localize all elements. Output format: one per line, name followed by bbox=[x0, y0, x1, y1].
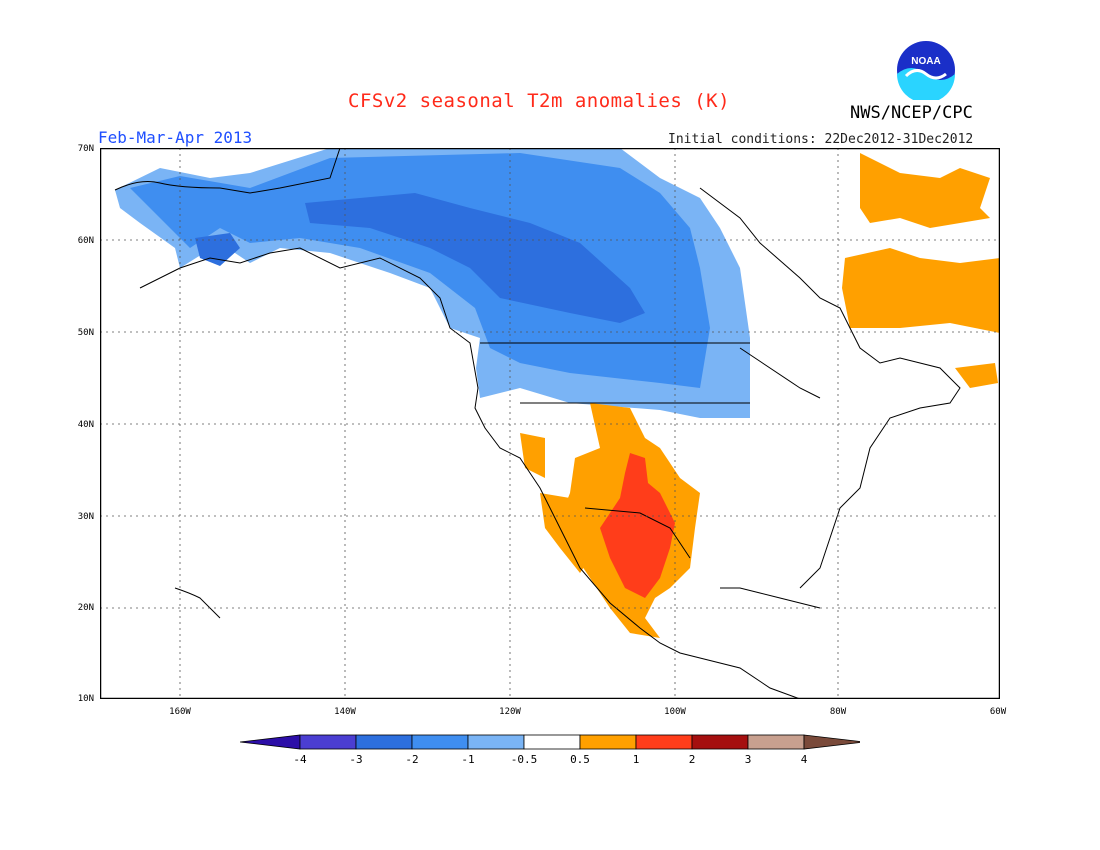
colorbar-tick-label: 2 bbox=[688, 753, 696, 766]
colorbar-segment bbox=[691, 734, 749, 750]
lon-label: 100W bbox=[664, 707, 686, 717]
lat-label: 10N bbox=[77, 694, 94, 704]
colorbar-tick-label: -1 bbox=[461, 753, 475, 766]
colorbar-segment bbox=[747, 734, 805, 750]
lon-label: 140W bbox=[334, 707, 356, 717]
colorbar-segment bbox=[635, 734, 693, 750]
lat-label: 30N bbox=[77, 512, 94, 522]
shade-plus-0-5-ne bbox=[860, 153, 990, 228]
map-frame bbox=[100, 148, 1000, 699]
chart-title: CFSv2 seasonal T2m anomalies (K) bbox=[348, 90, 731, 112]
noaa-logo-text: NOAA bbox=[911, 56, 940, 67]
colorbar-tick-label: -0.5 bbox=[510, 753, 538, 766]
colorbar-segment bbox=[299, 734, 357, 750]
colorbar-segment bbox=[411, 734, 469, 750]
shade-minus-2b bbox=[195, 233, 240, 266]
lat-label: 40N bbox=[77, 420, 94, 430]
colorbar-tick-label: 3 bbox=[744, 753, 752, 766]
lon-label: 60W bbox=[989, 707, 1007, 717]
lat-label: 70N bbox=[77, 144, 94, 154]
forecast-period: Feb-Mar-Apr 2013 bbox=[98, 128, 253, 147]
colorbar-tick-label: -4 bbox=[293, 753, 307, 766]
colorbar-segment bbox=[355, 734, 413, 750]
graticule bbox=[100, 148, 1000, 699]
lat-label: 50N bbox=[77, 328, 94, 338]
lon-label: 80W bbox=[829, 707, 847, 717]
agency-label: NWS/NCEP/CPC bbox=[850, 103, 973, 123]
shade-plus-1 bbox=[600, 453, 675, 598]
lon-label: 120W bbox=[499, 707, 521, 717]
colorbar bbox=[240, 734, 860, 750]
initial-conditions: Initial conditions: 22Dec2012-31Dec2012 bbox=[668, 132, 974, 147]
anomaly-map bbox=[100, 148, 1000, 699]
colorbar-tick-label: -2 bbox=[405, 753, 419, 766]
shade-minus-1 bbox=[130, 153, 710, 388]
shade-plus-0-5-qc bbox=[842, 248, 1000, 333]
lon-label: 160W bbox=[169, 707, 191, 717]
colorbar-tick-label: 4 bbox=[800, 753, 808, 766]
colorbar-segment bbox=[579, 734, 637, 750]
coastlines bbox=[114, 148, 961, 699]
shade-minus-2 bbox=[305, 193, 645, 323]
colorbar-tick-label: 1 bbox=[632, 753, 640, 766]
noaa-logo-icon: NOAA bbox=[897, 41, 955, 100]
colorbar-right-arrow bbox=[803, 734, 860, 750]
lat-label: 20N bbox=[77, 603, 94, 613]
colorbar-left-arrow bbox=[240, 734, 301, 750]
colorbar-tick-label: -3 bbox=[349, 753, 363, 766]
lat-label: 60N bbox=[77, 236, 94, 246]
colorbar-segment bbox=[523, 734, 581, 750]
colorbar-tick-label: 0.5 bbox=[570, 753, 590, 766]
colorbar-segment bbox=[467, 734, 525, 750]
shade-plus-0-5-ns bbox=[955, 363, 998, 388]
